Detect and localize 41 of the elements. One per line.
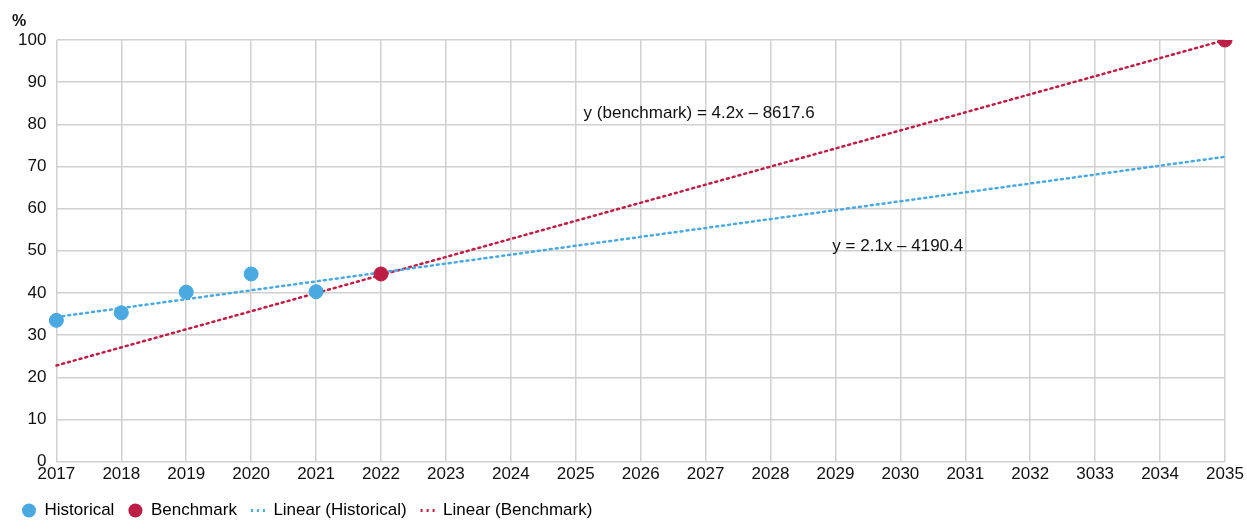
point (308, 284, 324, 300)
x-tick-label: 2018 (102, 464, 141, 484)
y-tick-label: 80 (27, 114, 47, 134)
x-tick-label: 2034 (1141, 464, 1179, 484)
y-tick-label: 40 (27, 282, 47, 302)
y-tick-label: 60 (27, 198, 47, 218)
annotation: y (benchmark) = 4.2x – 8617.6 (583, 103, 815, 123)
x-tick-label: 2030 (881, 464, 920, 484)
y-tick-label: 10 (27, 409, 47, 429)
x-tick-label: 2035 (1206, 464, 1244, 484)
point (178, 284, 194, 300)
y-tick-label: 100 (17, 29, 47, 49)
point (48, 312, 64, 328)
x-tick-label: 2031 (946, 464, 985, 484)
x-tick-label: 2032 (1011, 464, 1050, 484)
x-tick-label: 2023 (427, 464, 465, 484)
y-tick-label: 50 (27, 240, 47, 260)
x-tick-label: 2027 (686, 464, 725, 484)
x-tick-label: 2026 (621, 464, 660, 484)
x-tick-label: 2019 (167, 464, 206, 484)
y-tick-label: 70 (27, 156, 47, 176)
point (243, 266, 259, 282)
x-tick-label: 2025 (556, 464, 595, 484)
annotation: y = 2.1x – 4190.4 (832, 236, 964, 256)
point (373, 266, 389, 282)
x-tick-label: 2028 (751, 464, 790, 484)
x-tick-label: 2021 (297, 464, 335, 484)
y-tick-label: 20 (27, 366, 47, 386)
point (113, 305, 129, 321)
legend-label: Linear (Benchmark) (443, 500, 593, 520)
x-tick-label: 2024 (491, 464, 530, 484)
x-tick-label: 3033 (1076, 464, 1115, 484)
legend-label: Linear (Historical) (273, 500, 407, 520)
legend-label: Historical (44, 500, 115, 520)
x-tick-label: 2029 (816, 464, 855, 484)
y-tick-label: 90 (27, 71, 47, 91)
x-tick-label: 2022 (362, 464, 400, 484)
y-axis-title: % (12, 12, 27, 30)
y-tick-label: 30 (27, 324, 47, 344)
legend-label: Benchmark (150, 500, 238, 520)
x-tick-label: 2020 (232, 464, 271, 484)
